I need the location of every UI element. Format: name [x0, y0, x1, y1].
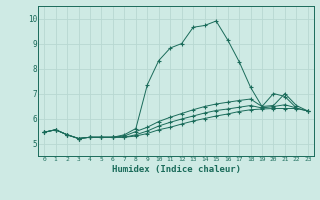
- X-axis label: Humidex (Indice chaleur): Humidex (Indice chaleur): [111, 165, 241, 174]
